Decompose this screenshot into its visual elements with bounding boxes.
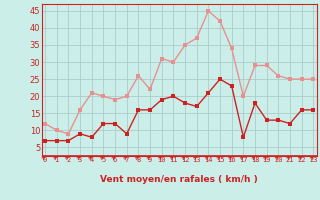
X-axis label: Vent moyen/en rafales ( km/h ): Vent moyen/en rafales ( km/h ): [100, 174, 258, 184]
